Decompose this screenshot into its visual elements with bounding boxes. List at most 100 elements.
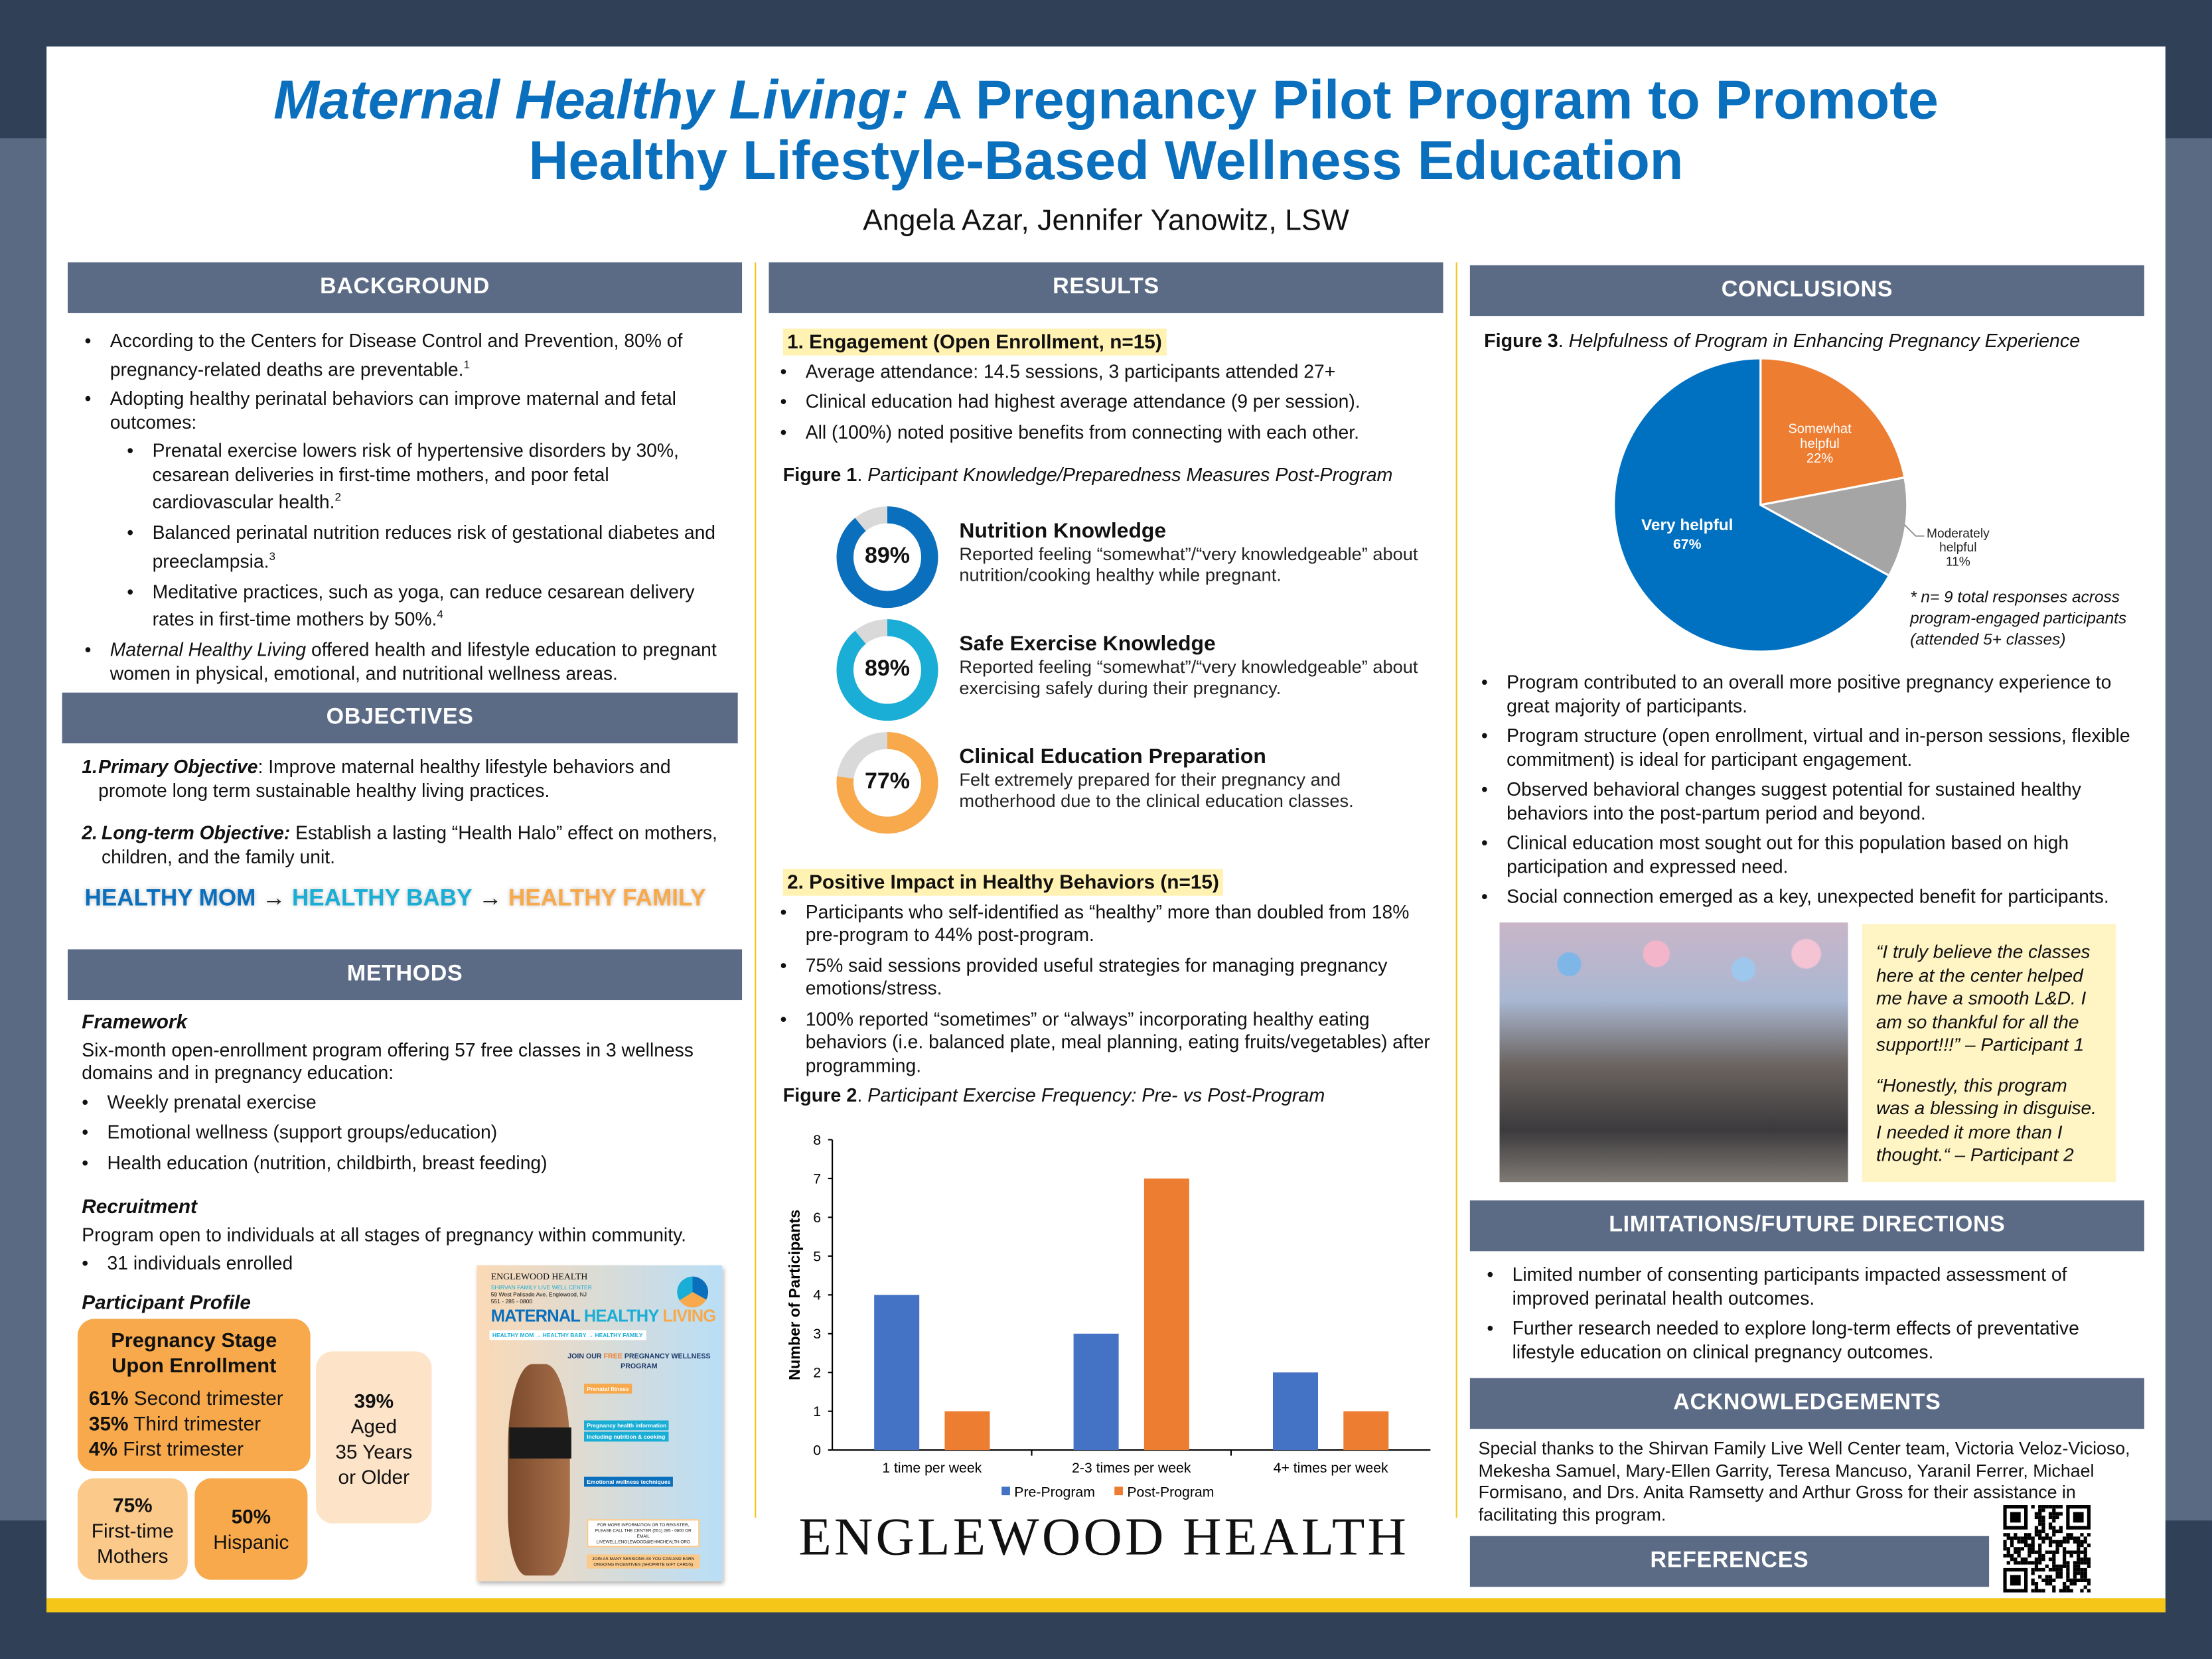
qr-module bbox=[2048, 1578, 2053, 1582]
x-tick-label: 2-3 times per week bbox=[1072, 1460, 1191, 1476]
pie-label: Moderately helpful 11% bbox=[1927, 527, 1990, 569]
qr-module bbox=[2038, 1567, 2042, 1572]
qr-module bbox=[2048, 1581, 2053, 1586]
list-item: Clinical education had highest average a… bbox=[774, 391, 1432, 414]
qr-module bbox=[2073, 1564, 2077, 1568]
qr-module bbox=[2055, 1544, 2059, 1548]
qr-module bbox=[2031, 1589, 2035, 1593]
qr-module bbox=[2066, 1585, 2070, 1589]
firsttime-box: 75% First-time Mothers bbox=[77, 1478, 188, 1580]
qr-module bbox=[2038, 1512, 2042, 1516]
fig-label: Figure 1 bbox=[782, 464, 857, 486]
list-item-text: Weekly prenatal exercise bbox=[107, 1091, 317, 1113]
list-item-text: Meditative practices, such as yoga, can … bbox=[152, 581, 695, 630]
measure-row: 89% Safe Exercise Knowledge Reported feeli… bbox=[835, 618, 1428, 728]
qr-module bbox=[2055, 1571, 2059, 1575]
stage-label: First trimester bbox=[117, 1437, 244, 1460]
qr-module bbox=[2080, 1575, 2084, 1579]
qr-module bbox=[2080, 1557, 2084, 1561]
list-item: Further research needed to explore long-… bbox=[1481, 1317, 2137, 1364]
qr-module bbox=[2080, 1578, 2084, 1582]
qr-module bbox=[2041, 1522, 2045, 1526]
list-item: All (100%) noted positive benefits from … bbox=[774, 421, 1432, 444]
qr-module bbox=[2069, 1553, 2073, 1558]
y-tick-label: 6 bbox=[813, 1210, 821, 1226]
flyer-join1: JOIN OUR bbox=[567, 1352, 602, 1362]
donut-fill bbox=[836, 732, 938, 834]
qr-code-icon[interactable] bbox=[2003, 1505, 2091, 1593]
flyer-logo-icon bbox=[677, 1276, 709, 1308]
qr-module bbox=[2077, 1564, 2081, 1568]
objective-text: : Improve maternal healthy lifestyle beh… bbox=[98, 756, 671, 801]
qr-module bbox=[2048, 1512, 2053, 1516]
qr-module bbox=[2003, 1540, 2007, 1544]
qr-module bbox=[2048, 1567, 2053, 1572]
qr-module bbox=[2048, 1505, 2053, 1509]
qr-module bbox=[2080, 1544, 2084, 1548]
qr-module bbox=[2003, 1544, 2007, 1548]
qr-module bbox=[2055, 1575, 2059, 1579]
qr-module bbox=[2052, 1505, 2056, 1509]
stage-pct: 35% bbox=[88, 1411, 129, 1435]
qr-module bbox=[2073, 1561, 2077, 1565]
qr-module bbox=[2059, 1540, 2063, 1544]
list-item: Health education (nutrition, childbirth,… bbox=[76, 1152, 734, 1175]
qr-module bbox=[2028, 1550, 2031, 1554]
fig-caption: Participant Exercise Frequency: Pre- vs … bbox=[867, 1084, 1325, 1106]
qr-module bbox=[2041, 1515, 2045, 1520]
qr-module bbox=[2080, 1571, 2084, 1575]
qr-module bbox=[2014, 1536, 2018, 1540]
qr-module bbox=[2052, 1550, 2056, 1554]
qr-module bbox=[2038, 1533, 2042, 1537]
measure-title: Clinical Education Preparation bbox=[959, 745, 1266, 769]
qr-module bbox=[2052, 1533, 2056, 1537]
qr-module bbox=[2059, 1567, 2063, 1572]
qr-module bbox=[2073, 1571, 2077, 1575]
qr-module bbox=[2034, 1550, 2039, 1554]
objective-label: Primary Objective bbox=[98, 756, 258, 778]
qr-module bbox=[2045, 1505, 2049, 1509]
qr-module bbox=[2077, 1547, 2081, 1551]
qr-module bbox=[2059, 1526, 2063, 1530]
qr-module bbox=[2077, 1561, 2081, 1565]
tagline-mom: HEALTHY MOM bbox=[84, 885, 256, 912]
qr-module bbox=[2069, 1581, 2073, 1586]
y-tick-label: 3 bbox=[813, 1326, 821, 1342]
qr-module bbox=[2003, 1547, 2007, 1551]
qr-module bbox=[2031, 1547, 2035, 1551]
helpfulness-pie-chart: Somewhat helpful 22%Moderately helpful 11%Ve… bbox=[1613, 357, 1990, 653]
qr-module bbox=[2006, 1536, 2010, 1540]
qr-module bbox=[2006, 1533, 2010, 1537]
qr-finder bbox=[2010, 1512, 2021, 1523]
stage-title: Pregnancy Stage Upon Enrollment bbox=[111, 1330, 277, 1378]
list-item-text: offered health and lifestyle education t… bbox=[110, 639, 717, 684]
qr-module bbox=[2017, 1553, 2021, 1558]
qr-module bbox=[2073, 1575, 2077, 1579]
qr-module bbox=[2031, 1571, 2035, 1575]
qr-module bbox=[2038, 1519, 2042, 1523]
list-item: Emotional wellness (support groups/educa… bbox=[76, 1121, 734, 1145]
list-item: Limited number of consenting participant… bbox=[1481, 1264, 2137, 1311]
qr-module bbox=[2052, 1561, 2056, 1565]
qr-module bbox=[2062, 1547, 2067, 1551]
qr-module bbox=[2038, 1557, 2042, 1561]
qr-module bbox=[2052, 1564, 2056, 1568]
englewood-health-logo: ENGLEWOOD HEALTH bbox=[798, 1508, 1410, 1567]
donut-pct: 77% bbox=[864, 770, 911, 794]
pie-label: Somewhat helpful 22% bbox=[1788, 422, 1852, 467]
qr-module bbox=[2069, 1589, 2073, 1593]
list-item: Social connection emerged as a key, unex… bbox=[1475, 886, 2138, 909]
list-item-text: Average attendance: 14.5 sessions, 3 par… bbox=[805, 360, 1336, 382]
qr-module bbox=[2066, 1561, 2070, 1565]
list-item: Weekly prenatal exercise bbox=[76, 1091, 734, 1114]
behaviors-title: 2. Positive Impact in Healthy Behaviors … bbox=[782, 869, 1224, 895]
qr-module bbox=[2017, 1547, 2021, 1551]
stage-label: Third trimester bbox=[128, 1411, 261, 1435]
qr-module bbox=[2034, 1567, 2039, 1572]
qr-module bbox=[2083, 1585, 2087, 1589]
list-item: Meditative practices, such as yoga, can … bbox=[121, 581, 731, 632]
qr-module bbox=[2055, 1567, 2059, 1572]
section-header-references[interactable]: REFERENCES bbox=[1469, 1536, 1990, 1587]
qr-module bbox=[2006, 1550, 2010, 1554]
pie-pct: 67% bbox=[1673, 536, 1702, 552]
